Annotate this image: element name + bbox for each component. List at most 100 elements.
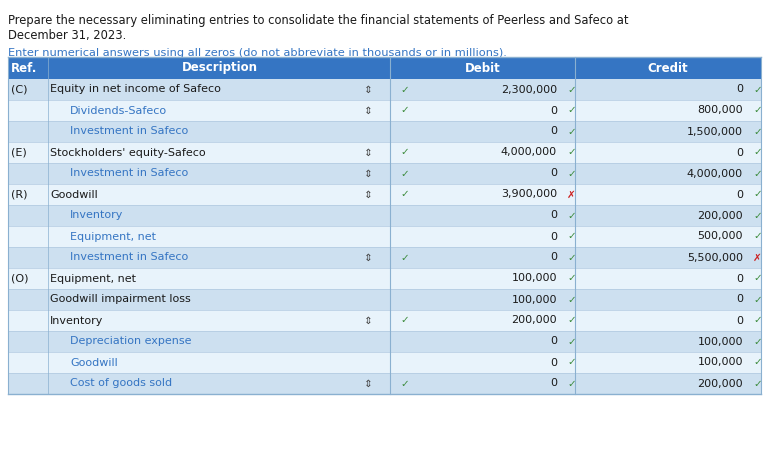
Text: 0: 0 xyxy=(736,295,743,304)
Text: ⇕: ⇕ xyxy=(364,189,372,199)
Text: Stockholders' equity-Safeco: Stockholders' equity-Safeco xyxy=(50,148,205,158)
Text: ✓: ✓ xyxy=(567,168,576,179)
Text: 100,000: 100,000 xyxy=(697,336,743,347)
Text: ✓: ✓ xyxy=(753,106,762,115)
Bar xyxy=(8,352,761,373)
Text: ⇕: ⇕ xyxy=(364,168,372,179)
Text: 4,000,000: 4,000,000 xyxy=(687,168,743,179)
Bar xyxy=(8,310,761,331)
Bar xyxy=(8,142,761,163)
Bar xyxy=(8,184,761,205)
Text: 0: 0 xyxy=(736,84,743,94)
Text: ✓: ✓ xyxy=(753,168,762,179)
Text: ✓: ✓ xyxy=(753,232,762,242)
Text: Prepare the necessary eliminating entries to consolidate the financial statement: Prepare the necessary eliminating entrie… xyxy=(8,14,628,27)
Bar xyxy=(8,57,761,79)
Text: ⇕: ⇕ xyxy=(364,84,372,94)
Text: 5,500,000: 5,500,000 xyxy=(687,252,743,263)
Text: ✓: ✓ xyxy=(400,316,409,326)
Text: 100,000: 100,000 xyxy=(511,273,557,283)
Text: 0: 0 xyxy=(550,211,557,220)
Text: 100,000: 100,000 xyxy=(511,295,557,304)
Bar xyxy=(8,373,761,394)
Text: Investment in Safeco: Investment in Safeco xyxy=(70,127,188,136)
Text: ⇕: ⇕ xyxy=(364,252,372,263)
Text: (R): (R) xyxy=(11,189,28,199)
Text: ⇕: ⇕ xyxy=(364,379,372,388)
Text: 200,000: 200,000 xyxy=(697,379,743,388)
Text: Investment in Safeco: Investment in Safeco xyxy=(70,252,188,263)
Bar xyxy=(8,121,761,142)
Text: 4,000,000: 4,000,000 xyxy=(501,148,557,158)
Text: 0: 0 xyxy=(550,379,557,388)
Text: 500,000: 500,000 xyxy=(697,232,743,242)
Bar xyxy=(8,331,761,352)
Text: 800,000: 800,000 xyxy=(697,106,743,115)
Text: 100,000: 100,000 xyxy=(697,357,743,367)
Text: ⇕: ⇕ xyxy=(364,316,372,326)
Text: 0: 0 xyxy=(736,189,743,199)
Bar xyxy=(8,79,761,100)
Text: 0: 0 xyxy=(736,273,743,283)
Text: Equipment, net: Equipment, net xyxy=(50,273,136,283)
Text: ✓: ✓ xyxy=(400,189,409,199)
Text: ✓: ✓ xyxy=(400,252,409,263)
Text: 200,000: 200,000 xyxy=(697,211,743,220)
Text: ✓: ✓ xyxy=(567,316,576,326)
Text: ✓: ✓ xyxy=(567,357,576,367)
Bar xyxy=(8,247,761,268)
Text: Inventory: Inventory xyxy=(50,316,103,326)
Text: ✓: ✓ xyxy=(753,127,762,136)
Text: Goodwill: Goodwill xyxy=(50,189,98,199)
Text: ✓: ✓ xyxy=(567,84,576,94)
Text: ✓: ✓ xyxy=(753,273,762,283)
Text: ✓: ✓ xyxy=(753,211,762,220)
Text: 2,300,000: 2,300,000 xyxy=(501,84,557,94)
Bar xyxy=(8,163,761,184)
Text: Equipment, net: Equipment, net xyxy=(70,232,156,242)
Text: Equity in net income of Safeco: Equity in net income of Safeco xyxy=(50,84,221,94)
Text: ✓: ✓ xyxy=(753,316,762,326)
Text: ✓: ✓ xyxy=(567,148,576,158)
Text: ✓: ✓ xyxy=(753,189,762,199)
Text: 0: 0 xyxy=(550,106,557,115)
Text: ✓: ✓ xyxy=(400,106,409,115)
Text: ✗: ✗ xyxy=(753,252,762,263)
Text: ✗: ✗ xyxy=(567,189,576,199)
Text: Goodwill impairment loss: Goodwill impairment loss xyxy=(50,295,191,304)
Text: Credit: Credit xyxy=(647,62,688,75)
Text: December 31, 2023.: December 31, 2023. xyxy=(8,29,126,42)
Bar xyxy=(8,100,761,121)
Text: ✓: ✓ xyxy=(567,106,576,115)
Text: Goodwill: Goodwill xyxy=(70,357,118,367)
Text: ✓: ✓ xyxy=(567,379,576,388)
Text: ✓: ✓ xyxy=(567,127,576,136)
Text: ✓: ✓ xyxy=(567,336,576,347)
Text: (E): (E) xyxy=(11,148,27,158)
Bar xyxy=(8,268,761,289)
Text: ✓: ✓ xyxy=(753,357,762,367)
Text: 200,000: 200,000 xyxy=(511,316,557,326)
Text: Description: Description xyxy=(182,62,258,75)
Text: ✓: ✓ xyxy=(400,168,409,179)
Text: ✓: ✓ xyxy=(753,295,762,304)
Text: ✓: ✓ xyxy=(753,148,762,158)
Text: ✓: ✓ xyxy=(567,252,576,263)
Text: ⇕: ⇕ xyxy=(364,148,372,158)
Text: Inventory: Inventory xyxy=(70,211,123,220)
Text: 0: 0 xyxy=(550,336,557,347)
Bar xyxy=(8,226,761,247)
Text: ✓: ✓ xyxy=(400,379,409,388)
Text: (O): (O) xyxy=(11,273,28,283)
Bar xyxy=(8,205,761,226)
Text: ✓: ✓ xyxy=(753,84,762,94)
Text: 0: 0 xyxy=(550,357,557,367)
Text: ✓: ✓ xyxy=(567,295,576,304)
Text: ✓: ✓ xyxy=(400,84,409,94)
Text: 0: 0 xyxy=(550,252,557,263)
Bar xyxy=(8,289,761,310)
Text: ✓: ✓ xyxy=(753,379,762,388)
Text: ⇕: ⇕ xyxy=(364,106,372,115)
Text: 0: 0 xyxy=(550,127,557,136)
Text: ✓: ✓ xyxy=(753,336,762,347)
